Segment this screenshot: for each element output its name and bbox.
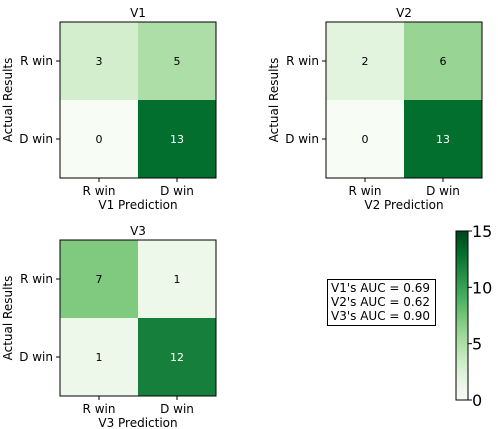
v2-cell-r0-c1 — [404, 22, 482, 100]
v2-xtick-label-1: D win — [426, 184, 460, 198]
v2-ytick-label-1: D win — [285, 132, 319, 146]
v1-xtick-label-0: R win — [83, 184, 116, 198]
v1-cell-r1-c0 — [60, 100, 138, 178]
v2-title: V2 — [396, 6, 412, 20]
v2-cell-label-r0-c1: 6 — [440, 55, 447, 68]
v3-frame — [59, 239, 217, 397]
auc-line-v2: V2's AUC = 0.62 — [331, 295, 430, 309]
colorbar-tick-label-0: 0 — [472, 391, 482, 410]
v3-cell-label-r0-c1: 1 — [174, 273, 181, 286]
v1-cell-label-r1-c0: 0 — [96, 133, 103, 146]
v1-cell-label-r0-c0: 3 — [96, 55, 103, 68]
colorbar — [455, 230, 469, 401]
v3-cell-label-r1-c0: 1 — [96, 351, 103, 364]
auc-line-v1: V1's AUC = 0.69 — [331, 281, 430, 295]
v1-cell-label-r0-c1: 5 — [174, 55, 181, 68]
v1-ylabel: Actual Results — [1, 58, 15, 143]
v3-xlabel: V3 Prediction — [98, 416, 177, 429]
v1-title: V1 — [130, 6, 146, 20]
v1-frame — [59, 21, 217, 179]
v3-cell-r0-c0 — [60, 240, 138, 318]
v1-xtick-label-1: D win — [160, 184, 194, 198]
v2-cell-r1-c0 — [326, 100, 404, 178]
v1-cell-r0-c0 — [60, 22, 138, 100]
v2-cell-label-r1-c0: 0 — [362, 133, 369, 146]
v3-ytick-label-0: R win — [20, 272, 53, 286]
v1-ytick-label-0: R win — [20, 54, 53, 68]
v2-cell-r1-c1 — [404, 100, 482, 178]
v3-cell-label-r0-c0: 7 — [96, 273, 103, 286]
v3-cell-r0-c1 — [138, 240, 216, 318]
v3-cell-r1-c1 — [138, 318, 216, 396]
v2-cell-label-r1-c1: 13 — [436, 133, 450, 146]
v2-xlabel: V2 Prediction — [364, 198, 443, 212]
v3-xtick-label-1: D win — [160, 402, 194, 416]
colorbar-tick-label-3: 15 — [472, 222, 492, 241]
v1-ytick-label-1: D win — [19, 132, 53, 146]
v2-cell-r0-c0 — [326, 22, 404, 100]
v3-cell-label-r1-c1: 12 — [170, 351, 184, 364]
v2-cell-label-r0-c0: 2 — [362, 55, 369, 68]
v1-cell-r0-c1 — [138, 22, 216, 100]
v3-cell-r1-c0 — [60, 318, 138, 396]
v1-xlabel: V1 Prediction — [98, 198, 177, 212]
auc-legend-box: V1's AUC = 0.69 V2's AUC = 0.62 V3's AUC… — [327, 279, 436, 326]
v3-title: V3 — [130, 224, 146, 238]
v3-ytick-label-1: D win — [19, 350, 53, 364]
v2-xtick-label-0: R win — [349, 184, 382, 198]
colorbar-tick-label-1: 5 — [472, 335, 482, 354]
v1-cell-r1-c1 — [138, 100, 216, 178]
v3-ylabel: Actual Results — [1, 276, 15, 361]
auc-line-v3: V3's AUC = 0.90 — [331, 309, 430, 323]
v3-xtick-label-0: R win — [83, 402, 116, 416]
v2-ylabel: Actual Results — [267, 58, 281, 143]
colorbar-tick-label-2: 10 — [472, 278, 492, 297]
v2-frame — [325, 21, 483, 179]
v2-ytick-label-0: R win — [286, 54, 319, 68]
v1-cell-label-r1-c1: 13 — [170, 133, 184, 146]
